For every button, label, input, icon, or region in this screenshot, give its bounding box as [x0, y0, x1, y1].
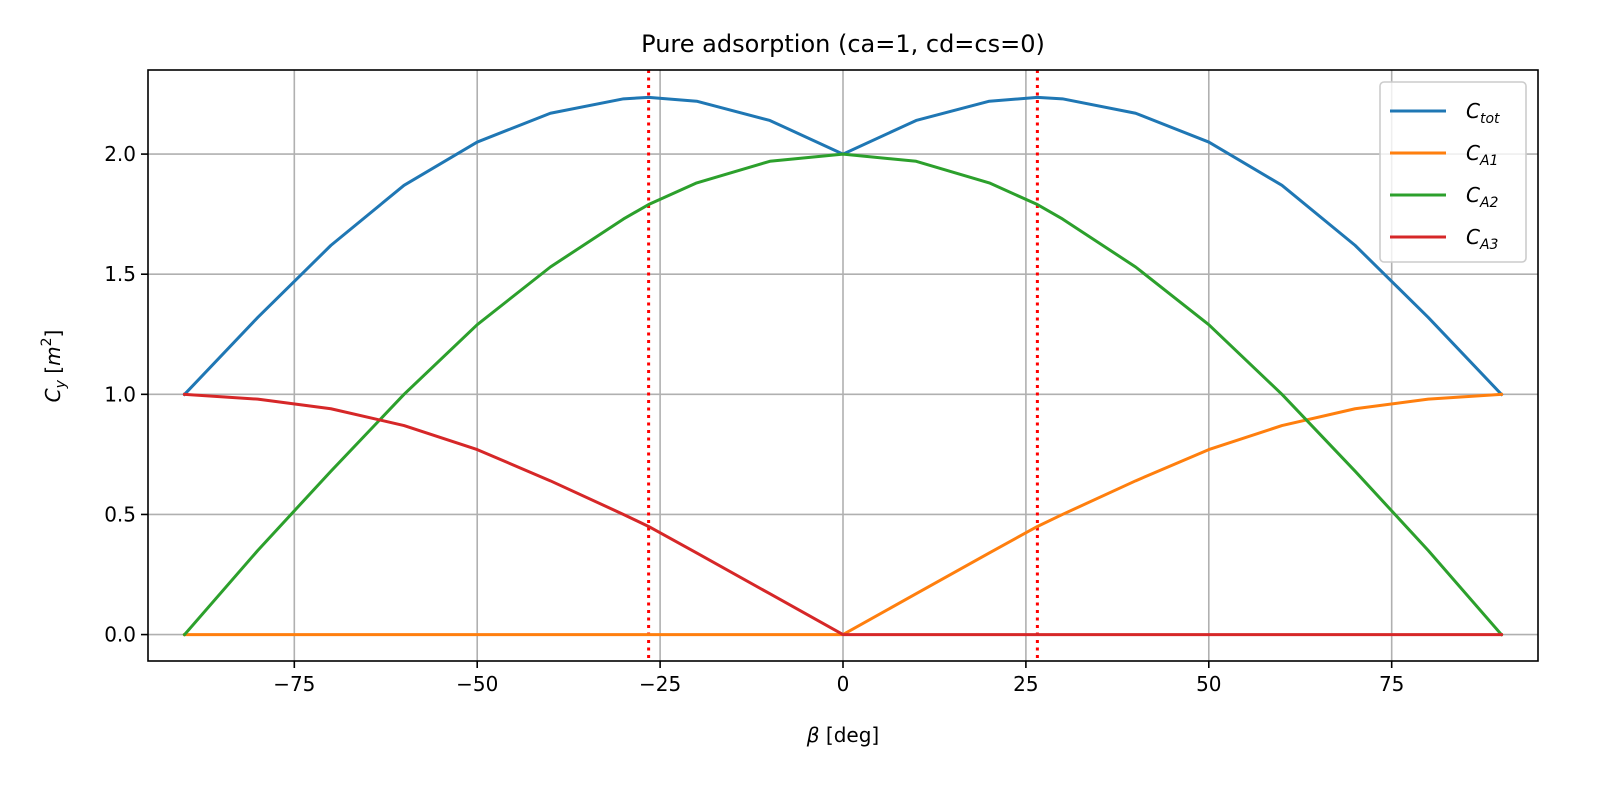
legend-label: CA2: [1466, 183, 1499, 211]
series-line-a3: [182, 392, 1503, 637]
y-tick-label: 1.0: [104, 382, 136, 406]
legend: Ctot CA1 CA2 CA3: [1379, 81, 1527, 263]
legend-label: CA3: [1466, 225, 1498, 253]
y-tick-label: 0.5: [104, 502, 136, 526]
y-tick-label: 2.0: [104, 142, 136, 166]
y-axis-unit-symbol: m: [41, 346, 65, 365]
x-tick-label: 0: [837, 672, 850, 696]
y-axis-title: Cy [m2]: [39, 330, 69, 403]
y-axis-symbol: C: [41, 388, 65, 402]
y-tick-label: 1.5: [104, 262, 136, 286]
svg-text:β [deg]: β [deg]: [806, 723, 879, 747]
series-line-a2: [182, 152, 1504, 637]
y-axis-unit-superscript: 2: [39, 337, 55, 346]
x-axis-title: β [deg]: [806, 723, 879, 747]
x-axis-unit: [deg]: [820, 723, 880, 747]
x-tick-label: 50: [1196, 672, 1221, 696]
plot-area: −75 −50 −25 0 25 50 75 0.0 0.5 1.0 1.5 2.0: [104, 69, 1539, 696]
x-axis-symbol: β: [806, 723, 820, 747]
legend-box: [1379, 81, 1527, 263]
x-tick-label: 75: [1379, 672, 1404, 696]
svg-text:Cy [m2]: Cy [m2]: [39, 330, 69, 403]
x-tick-label: −75: [273, 672, 315, 696]
y-axis-unit-open: [: [41, 366, 65, 380]
y-axis-unit-close: ]: [41, 330, 65, 338]
x-tick-label: 25: [1013, 672, 1038, 696]
chart-title: Pure adsorption (ca=1, cd=cs=0): [641, 30, 1045, 58]
legend-label: CA1: [1466, 141, 1498, 169]
x-tick-label: −25: [639, 672, 681, 696]
x-tick-label: −50: [456, 672, 498, 696]
y-axis-subscript: y: [53, 379, 69, 389]
legend-label: Ctot: [1466, 99, 1500, 127]
y-tick-label: 0.0: [104, 623, 136, 647]
